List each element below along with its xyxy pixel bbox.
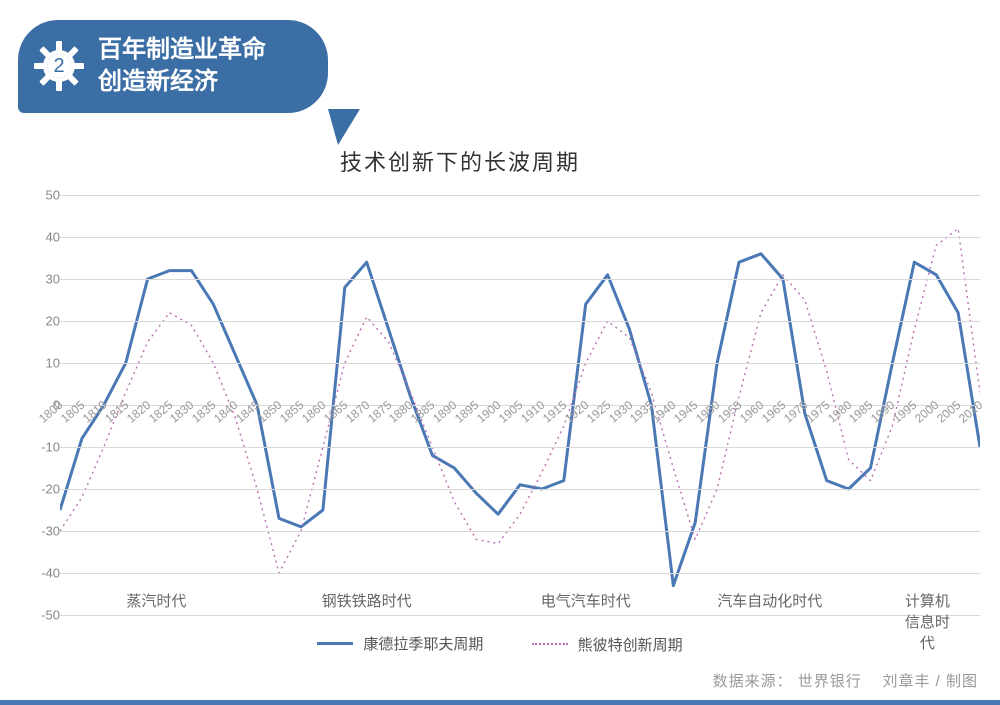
- legend-item-kondratiev: 康德拉季耶夫周期: [317, 633, 483, 654]
- era-label: 电气汽车时代: [541, 590, 631, 611]
- era-label: 汽车自动化时代: [717, 590, 822, 611]
- gridline: [60, 615, 980, 616]
- y-tick-label: -40: [20, 566, 60, 581]
- gridline: [60, 237, 980, 238]
- era-label: 蒸汽时代: [126, 590, 186, 611]
- source-org: 世界银行: [798, 673, 862, 690]
- y-tick-label: -10: [20, 440, 60, 455]
- legend-swatch-dotted: [532, 643, 568, 645]
- era-label: 钢铁铁路时代: [322, 590, 412, 611]
- chart-title: 技术创新下的长波周期: [340, 145, 580, 177]
- y-tick-label: 40: [20, 230, 60, 245]
- gridline: [60, 489, 980, 490]
- header-number: 2: [32, 39, 86, 93]
- gridline: [60, 363, 980, 364]
- legend-swatch-solid: [317, 642, 353, 645]
- y-tick-label: 20: [20, 314, 60, 329]
- legend-item-schumpeter: 熊彼特创新周期: [532, 634, 683, 655]
- bottom-border: [0, 700, 1000, 705]
- source-line: 数据来源： 世界银行 刘章丰 / 制图: [713, 670, 978, 691]
- y-tick-label: 50: [20, 188, 60, 203]
- header-badge: 2 百年制造业革命 创造新经济: [18, 20, 328, 113]
- chart-area: 50403020100-10-20-30-40-5018001805181018…: [20, 195, 980, 615]
- legend-label: 康德拉季耶夫周期: [363, 633, 483, 654]
- gridline: [60, 531, 980, 532]
- y-tick-label: -30: [20, 524, 60, 539]
- gridline: [60, 573, 980, 574]
- y-tick-label: -20: [20, 482, 60, 497]
- header-title: 百年制造业革命 创造新经济: [98, 34, 294, 99]
- legend-label: 熊彼特创新周期: [578, 634, 683, 655]
- y-tick-label: 30: [20, 272, 60, 287]
- source-credit: 刘章丰 / 制图: [882, 673, 978, 690]
- gridline: [60, 279, 980, 280]
- y-tick-label: 10: [20, 356, 60, 371]
- gridline: [60, 447, 980, 448]
- y-tick-label: -50: [20, 608, 60, 623]
- legend: 康德拉季耶夫周期 熊彼特创新周期: [0, 632, 1000, 655]
- gridline: [60, 195, 980, 196]
- gridline: [60, 321, 980, 322]
- source-prefix: 数据来源：: [713, 673, 793, 690]
